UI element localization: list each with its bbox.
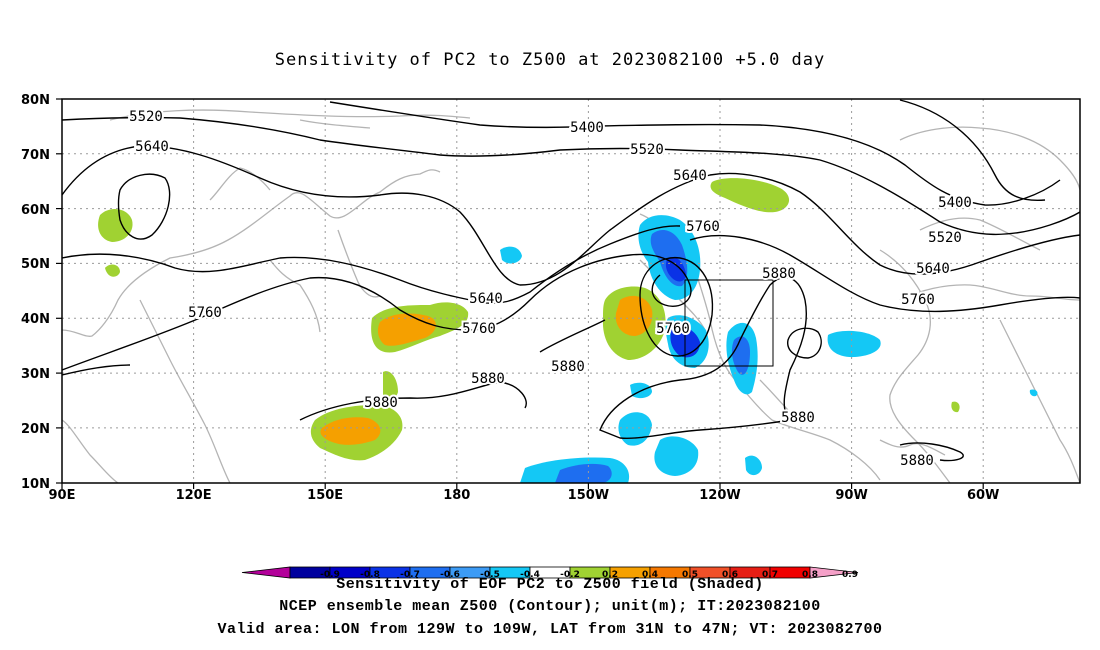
positive-sensitivity-shading (98, 178, 960, 461)
contour-5760-east (689, 234, 1080, 313)
valid-area-box (684, 279, 774, 367)
contour-label: 5520 (129, 109, 163, 125)
contour-label: 5880 (781, 410, 815, 426)
lon-label: 120W (699, 488, 740, 503)
contour-5880-east (899, 442, 964, 462)
lon-label: 90W (835, 488, 867, 503)
contour-label: 5880 (364, 395, 398, 411)
plot-frame (61, 98, 1081, 484)
colorbar: -0.9 -0.8 -0.7 -0.6 -0.5 -0.4 -0.2 0.2 0.4 0.5 0.6… (241, 566, 859, 580)
contour-label: 5880 (900, 453, 934, 469)
colorbar-level-label: -0.6 (440, 570, 460, 580)
contour-label: 5880 (471, 371, 505, 387)
colorbar-level-label: 0.8 (802, 570, 818, 580)
colorbar-max-arrow (809, 566, 859, 579)
lon-label: 150W (568, 488, 609, 503)
lat-label: 30N (21, 367, 50, 382)
contour-label: 5760 (901, 292, 935, 308)
contour-5640-closed (117, 173, 171, 240)
lon-label: 180 (443, 488, 470, 503)
lat-label: 50N (21, 257, 50, 272)
contour-label: 5640 (135, 139, 169, 155)
caption-valid-area: Valid area: LON from 129W to 109W, LAT f… (217, 621, 883, 638)
longitude-labels: 90E 120E 150E 180 150W 120W 90W 60W (49, 488, 1000, 503)
contour-5760-closed (639, 256, 714, 357)
lat-label: 80N (21, 93, 50, 108)
lat-label: 20N (21, 422, 50, 437)
lon-label: 90E (49, 488, 76, 503)
lon-label: 150E (307, 488, 343, 503)
plot-area (62, 99, 1080, 483)
colorbar-level-label: -0.7 (400, 570, 420, 580)
colorbar-level-label: 0.2 (602, 570, 618, 580)
contour-label: 5760 (462, 321, 496, 337)
contour-label: 5880 (551, 359, 585, 375)
colorbar-level-label: -0.9 (320, 570, 340, 580)
lon-label: 120E (176, 488, 212, 503)
contour-5760 (62, 253, 692, 371)
contour-5640-south (62, 253, 481, 303)
colorbar-level-label: -0.4 (520, 570, 540, 580)
contour-5880-b (539, 319, 606, 353)
lat-label: 70N (21, 148, 50, 163)
axis-ticks (56, 98, 984, 489)
contour-label: 5640 (916, 261, 950, 277)
contour-5640 (62, 145, 1080, 286)
colorbar-level-label: -0.2 (560, 570, 580, 580)
latitude-labels: 80N 70N 60N 50N 40N 30N 20N 10N (21, 93, 50, 492)
contour-label: 5760 (656, 321, 690, 337)
contour-label: 5640 (673, 168, 707, 184)
contour-5520 (62, 116, 1080, 236)
lat-label: 40N (21, 312, 50, 327)
lat-label: 10N (21, 477, 50, 492)
lon-label: 60W (967, 488, 999, 503)
contour-label: 5760 (686, 219, 720, 235)
colorbar-level-label: 0.6 (722, 570, 738, 580)
contour-5400 (329, 101, 1061, 206)
contour-label: 5520 (928, 230, 962, 246)
contour-5880-west (62, 364, 131, 376)
contour-label: 5640 (469, 291, 503, 307)
contour-label: 5880 (762, 266, 796, 282)
colorbar-level-label: 0.7 (762, 570, 778, 580)
colorbar-level-label: -0.5 (480, 570, 500, 580)
contour-label: 5760 (188, 305, 222, 321)
contour-5880-small (787, 327, 822, 359)
contour-label: 5400 (570, 120, 604, 136)
contour-5880-mid (299, 381, 527, 421)
map-title: Sensitivity of PC2 to Z500 at 2023082100… (274, 50, 826, 70)
contour-5400-east (899, 99, 1046, 202)
colorbar-level-label: -0.8 (360, 570, 380, 580)
contour-labels: 5520 5400 5640 5520 5640 5400 5760 5520 … (127, 107, 974, 471)
colorbar-level-label: 0.5 (682, 570, 698, 580)
contour-label: 5520 (630, 142, 664, 158)
lat-lon-grid (62, 99, 1080, 483)
contour-5880-closed (599, 276, 807, 440)
caption-contour: NCEP ensemble mean Z500 (Contour); unit(… (279, 598, 821, 615)
contour-5640-link (479, 225, 681, 304)
lat-label: 60N (21, 203, 50, 218)
colorbar-level-label: 0.4 (642, 570, 658, 580)
colorbar-level-label: 0.9 (842, 570, 858, 580)
contour-label: 5400 (938, 195, 972, 211)
caption-shading: Sensitivity of EOF PC2 to Z500 field (Sh… (336, 576, 764, 593)
z500-contours (62, 99, 1080, 462)
